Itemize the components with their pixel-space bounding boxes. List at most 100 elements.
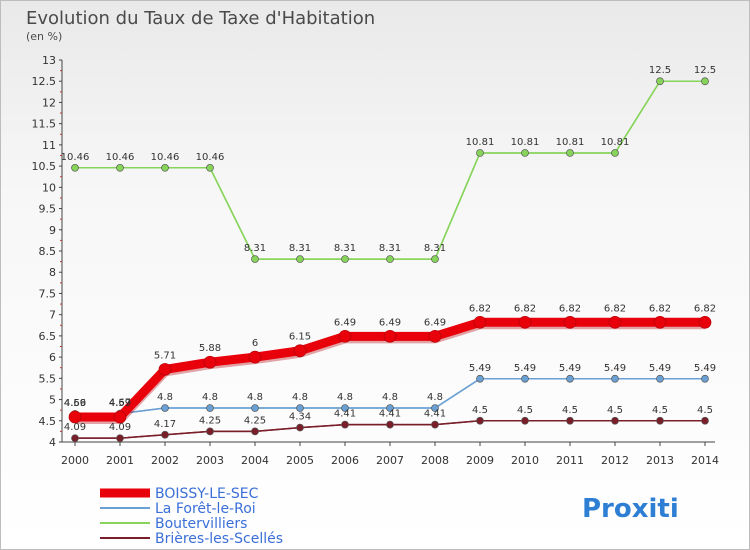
legend-label: BOISSY-LE-SEC (155, 486, 259, 502)
data-label: 4.8 (337, 392, 353, 403)
y-tick-label: 11 (42, 139, 56, 152)
data-label: 5.88 (199, 343, 221, 354)
data-point (518, 315, 532, 329)
y-tick-label: 8 (49, 266, 56, 279)
data-label: 4.09 (64, 422, 86, 433)
data-point (206, 163, 214, 172)
data-label: 10.81 (511, 137, 540, 148)
data-point (521, 416, 529, 425)
data-label: 6.82 (649, 303, 671, 314)
data-point (383, 329, 397, 343)
y-tick-label: 9 (49, 224, 56, 237)
data-point (113, 410, 127, 424)
data-point (428, 329, 442, 343)
data-label: 4.5 (652, 405, 668, 416)
data-label: 6.82 (604, 303, 626, 314)
data-label: 4.8 (157, 392, 173, 403)
series-2 (71, 77, 709, 263)
data-point (698, 315, 712, 329)
data-label: 5.49 (604, 363, 626, 374)
data-point (431, 420, 439, 429)
x-tick-label: 2004 (241, 454, 269, 467)
data-point (431, 404, 439, 412)
x-tick-label: 2006 (331, 454, 359, 467)
data-label: 8.31 (334, 243, 356, 254)
data-label: 8.31 (424, 243, 446, 254)
proxiti-logo: Proxiti (582, 494, 679, 524)
x-tick-label: 2000 (61, 454, 89, 467)
data-label: 4.17 (154, 419, 176, 430)
axes: 4 4.5 5 5.5 6 6.5 7 7.5 8 8.5 9 9.5 10 10.5 11 11.5 12 12… (32, 54, 720, 467)
data-label: 8.31 (379, 243, 401, 254)
data-label: 4.59 (64, 398, 86, 409)
data-label: 4.8 (202, 392, 218, 403)
data-point (701, 374, 709, 383)
data-label: 6.49 (379, 317, 401, 328)
data-label: 10.46 (196, 152, 225, 163)
data-label: 4.41 (424, 409, 446, 420)
series-1 (71, 374, 709, 418)
data-point (611, 416, 619, 425)
data-point (563, 315, 577, 329)
data-point (656, 77, 664, 86)
y-tick-label: 10.5 (32, 160, 57, 173)
data-point (386, 404, 394, 412)
data-label: 4.25 (244, 415, 266, 426)
y-tick-label: 6 (49, 351, 56, 364)
data-point (566, 149, 574, 157)
data-point (203, 355, 217, 369)
data-point (161, 430, 169, 439)
data-point (248, 350, 262, 364)
data-point (341, 404, 349, 412)
data-point (566, 374, 574, 383)
y-tick-label: 13 (42, 54, 56, 67)
data-label: 6 (252, 338, 258, 349)
data-label: 4.41 (379, 409, 401, 420)
data-label: 4.8 (292, 392, 308, 403)
data-point (296, 255, 304, 263)
y-tick-label: 9.5 (39, 203, 57, 216)
data-point (476, 416, 484, 425)
data-label: 8.31 (244, 243, 266, 254)
legend-label: Brières-les-Scellés (155, 531, 283, 547)
y-tick-label: 7.5 (39, 287, 57, 300)
data-point (608, 315, 622, 329)
x-tick-label: 2001 (106, 454, 134, 467)
data-label: 4.67 (109, 398, 131, 409)
data-point (386, 255, 394, 263)
data-label: 4.41 (334, 409, 356, 420)
x-tick-label: 2012 (601, 454, 629, 467)
y-tick-label: 11.5 (32, 118, 57, 131)
data-label: 5.49 (649, 363, 671, 374)
x-tick-label: 2009 (466, 454, 494, 467)
data-label: 6.82 (469, 303, 491, 314)
data-point (158, 363, 172, 376)
data-label: 4.5 (607, 405, 623, 416)
data-point (653, 315, 667, 329)
x-tick-label: 2003 (196, 454, 224, 467)
x-tick-label: 2010 (511, 454, 539, 467)
y-tick-label: 7 (49, 309, 56, 322)
y-tick-label: 5.5 (39, 372, 57, 385)
data-point (521, 149, 529, 157)
data-point (611, 149, 619, 157)
series-layer (68, 77, 712, 443)
chart-subtitle: (en %) (26, 30, 62, 43)
data-point (251, 427, 259, 436)
data-point (521, 374, 529, 383)
x-tick-label: 2007 (376, 454, 404, 467)
data-label: 5.49 (559, 363, 581, 374)
data-label: 4.8 (382, 392, 398, 403)
data-point (296, 423, 304, 432)
data-label: 4.25 (199, 415, 221, 426)
data-point (476, 149, 484, 157)
x-tick-label: 2002 (151, 454, 179, 467)
data-label: 5.49 (514, 363, 536, 374)
y-tick-label: 8.5 (39, 245, 57, 258)
data-label: 10.81 (601, 137, 630, 148)
data-label: 4.8 (247, 392, 263, 403)
data-label: 10.81 (556, 137, 585, 148)
data-label: 6.82 (559, 303, 581, 314)
